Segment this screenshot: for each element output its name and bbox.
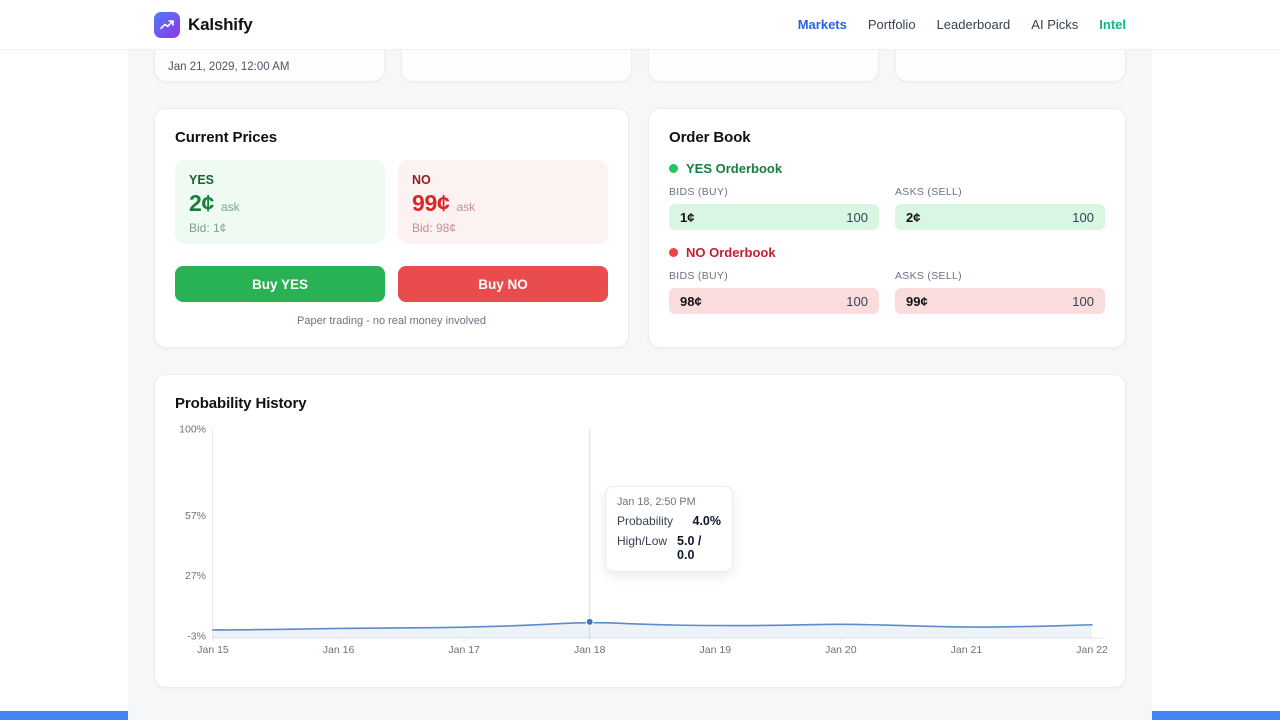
- buy-no-button[interactable]: Buy NO: [398, 266, 608, 302]
- svg-text:Jan 21: Jan 21: [951, 644, 983, 656]
- yes-ask-qty: 100: [1072, 209, 1094, 225]
- no-bid-qty: 100: [846, 293, 868, 309]
- no-label: NO: [412, 173, 431, 187]
- yes-orderbook-columns: BIDS (BUY) 1¢ 100 ASKS (SELL) 2¢ 100: [669, 186, 1105, 230]
- yes-bids-column: BIDS (BUY) 1¢ 100: [669, 186, 879, 230]
- yes-ask-row[interactable]: 2¢ 100: [895, 204, 1105, 230]
- yes-price-row: 2¢ ask: [189, 190, 371, 217]
- tooltip-probability-value: 4.0%: [692, 514, 722, 528]
- tooltip-probability-row: Probability 4.0%: [617, 514, 721, 528]
- no-price-box: NO 99¢ ask Bid: 98¢: [398, 160, 608, 244]
- trending-up-logo-icon: [154, 11, 180, 38]
- buy-yes-button[interactable]: Buy YES: [175, 266, 385, 302]
- yes-bid: Bid: 1¢: [189, 221, 227, 235]
- svg-text:Jan 15: Jan 15: [197, 644, 229, 656]
- buy-row: Buy YES Buy NO: [175, 266, 608, 302]
- svg-text:Jan 22: Jan 22: [1076, 644, 1107, 656]
- chart-tooltip: Jan 18, 2:50 PM Probability 4.0% High/Lo…: [605, 486, 733, 572]
- nav-item-intel[interactable]: Intel: [1099, 17, 1126, 32]
- no-bid-price: 98¢: [680, 293, 702, 309]
- nav-item-markets[interactable]: Markets: [797, 17, 847, 32]
- yes-orderbook-header: YES Orderbook: [669, 161, 1105, 176]
- no-ask-price: 99¢: [412, 190, 450, 216]
- yes-bid-row[interactable]: 1¢ 100: [669, 204, 879, 230]
- yes-ask-suffix: ask: [220, 200, 240, 214]
- yes-bid-price: 1¢: [680, 209, 695, 225]
- market-close-date: Jan 21, 2029, 12:00 AM: [168, 61, 290, 73]
- probability-history-title: Probability History: [175, 395, 307, 412]
- svg-text:Jan 18: Jan 18: [574, 644, 606, 656]
- nav-item-leaderboard[interactable]: Leaderboard: [936, 17, 1011, 32]
- yes-ask-price-level: 2¢: [906, 209, 921, 225]
- yes-bids-label: BIDS (BUY): [669, 186, 729, 198]
- no-orderbook-columns: BIDS (BUY) 98¢ 100 ASKS (SELL) 99¢ 100: [669, 270, 1105, 314]
- main-grid: Current Prices YES 2¢ ask Bid: 1¢ NO 99¢: [154, 108, 1126, 348]
- yes-orderbook-label: YES Orderbook: [686, 161, 783, 176]
- svg-text:Jan 19: Jan 19: [700, 644, 732, 656]
- nav-links: Markets Portfolio Leaderboard AI Picks I…: [798, 17, 1126, 32]
- yes-price-box: YES 2¢ ask Bid: 1¢: [175, 160, 385, 244]
- no-ask-suffix: ask: [456, 200, 476, 214]
- no-ask-row[interactable]: 99¢ 100: [895, 288, 1105, 314]
- svg-text:Jan 16: Jan 16: [323, 644, 355, 656]
- no-orderbook-label: NO Orderbook: [686, 245, 776, 260]
- yes-label: YES: [189, 173, 215, 187]
- tooltip-probability-label: Probability: [617, 514, 674, 528]
- top-cards-row: Jan 21, 2029, 12:00 AM: [154, 50, 1126, 82]
- no-orderbook-header: NO Orderbook: [669, 245, 1105, 260]
- yes-orderbook-section: YES Orderbook BIDS (BUY) 1¢ 100 ASKS (SE…: [669, 161, 1105, 230]
- content: Jan 21, 2029, 12:00 AM Current Prices YE…: [128, 50, 1152, 688]
- no-orderbook-section: NO Orderbook BIDS (BUY) 98¢ 100 ASKS (SE…: [669, 245, 1105, 314]
- paper-trading-disclaimer: Paper trading - no real money involved: [297, 315, 486, 327]
- market-info-card-partial-1[interactable]: Jan 21, 2029, 12:00 AM: [154, 50, 385, 82]
- top-nav-inner: Kalshify Markets Portfolio Leaderboard A…: [128, 0, 1152, 49]
- market-info-card-partial-2[interactable]: [401, 50, 632, 82]
- current-prices-title: Current Prices: [175, 129, 277, 146]
- no-asks-column: ASKS (SELL) 99¢ 100: [895, 270, 1105, 314]
- app-column: Jan 21, 2029, 12:00 AM Current Prices YE…: [128, 50, 1152, 720]
- svg-text:Jan 17: Jan 17: [448, 644, 480, 656]
- no-bids-column: BIDS (BUY) 98¢ 100: [669, 270, 879, 314]
- market-info-card-partial-4[interactable]: [895, 50, 1126, 82]
- red-dot-icon: [669, 248, 678, 257]
- no-bid: Bid: 98¢: [412, 221, 457, 235]
- probability-chart[interactable]: 100% 57% 27% -3%Jan 15 Jan 16 Jan 17 Jan 18 Jan…: [175, 422, 1108, 662]
- svg-text:Jan 20: Jan 20: [825, 644, 857, 656]
- no-bid-row[interactable]: 98¢ 100: [669, 288, 879, 314]
- no-price-row: 99¢ ask: [412, 190, 594, 217]
- probability-history-card: Probability History 100% 57% 27% -3% Jan 15 J…: [154, 374, 1126, 688]
- current-prices-card: Current Prices YES 2¢ ask Bid: 1¢ NO 99¢: [154, 108, 629, 348]
- order-book-card: Order Book YES Orderbook BIDS (BUY) 1¢ 1…: [648, 108, 1126, 348]
- market-info-card-partial-3[interactable]: [648, 50, 879, 82]
- tooltip-highlow-row: High/Low 5.0 / 0.0: [617, 534, 721, 562]
- yes-asks-label: ASKS (SELL): [895, 186, 962, 198]
- no-ask-qty: 100: [1072, 293, 1094, 309]
- svg-text:27%: 27%: [185, 570, 206, 582]
- price-boxes: YES 2¢ ask Bid: 1¢ NO 99¢ ask Bid:: [175, 160, 608, 244]
- tooltip-timestamp: Jan 18, 2:50 PM: [617, 496, 696, 508]
- order-book-title: Order Book: [669, 129, 751, 146]
- green-dot-icon: [669, 164, 678, 173]
- tooltip-highlow-label: High/Low: [617, 534, 668, 548]
- yes-bid-qty: 100: [846, 209, 868, 225]
- svg-text:57%: 57%: [185, 510, 206, 522]
- brand-name: Kalshify: [188, 14, 253, 34]
- tooltip-highlow-value: 5.0 / 0.0: [677, 534, 702, 562]
- no-bids-label: BIDS (BUY): [669, 270, 729, 282]
- chart-area: 100% 57% 27% -3% Jan 15 Jan 16 Jan 17 Jan 18 Jan…: [175, 422, 1108, 667]
- top-nav: Kalshify Markets Portfolio Leaderboard A…: [0, 0, 1280, 50]
- brand[interactable]: Kalshify: [154, 11, 253, 38]
- no-ask-price-level: 99¢: [906, 293, 928, 309]
- svg-text:100%: 100%: [179, 424, 206, 436]
- yes-ask-price: 2¢: [189, 190, 214, 216]
- no-asks-label: ASKS (SELL): [895, 270, 962, 282]
- svg-text:-3%: -3%: [187, 631, 206, 643]
- yes-asks-column: ASKS (SELL) 2¢ 100: [895, 186, 1105, 230]
- nav-item-ai-picks[interactable]: AI Picks: [1031, 17, 1079, 32]
- nav-item-portfolio[interactable]: Portfolio: [867, 17, 916, 32]
